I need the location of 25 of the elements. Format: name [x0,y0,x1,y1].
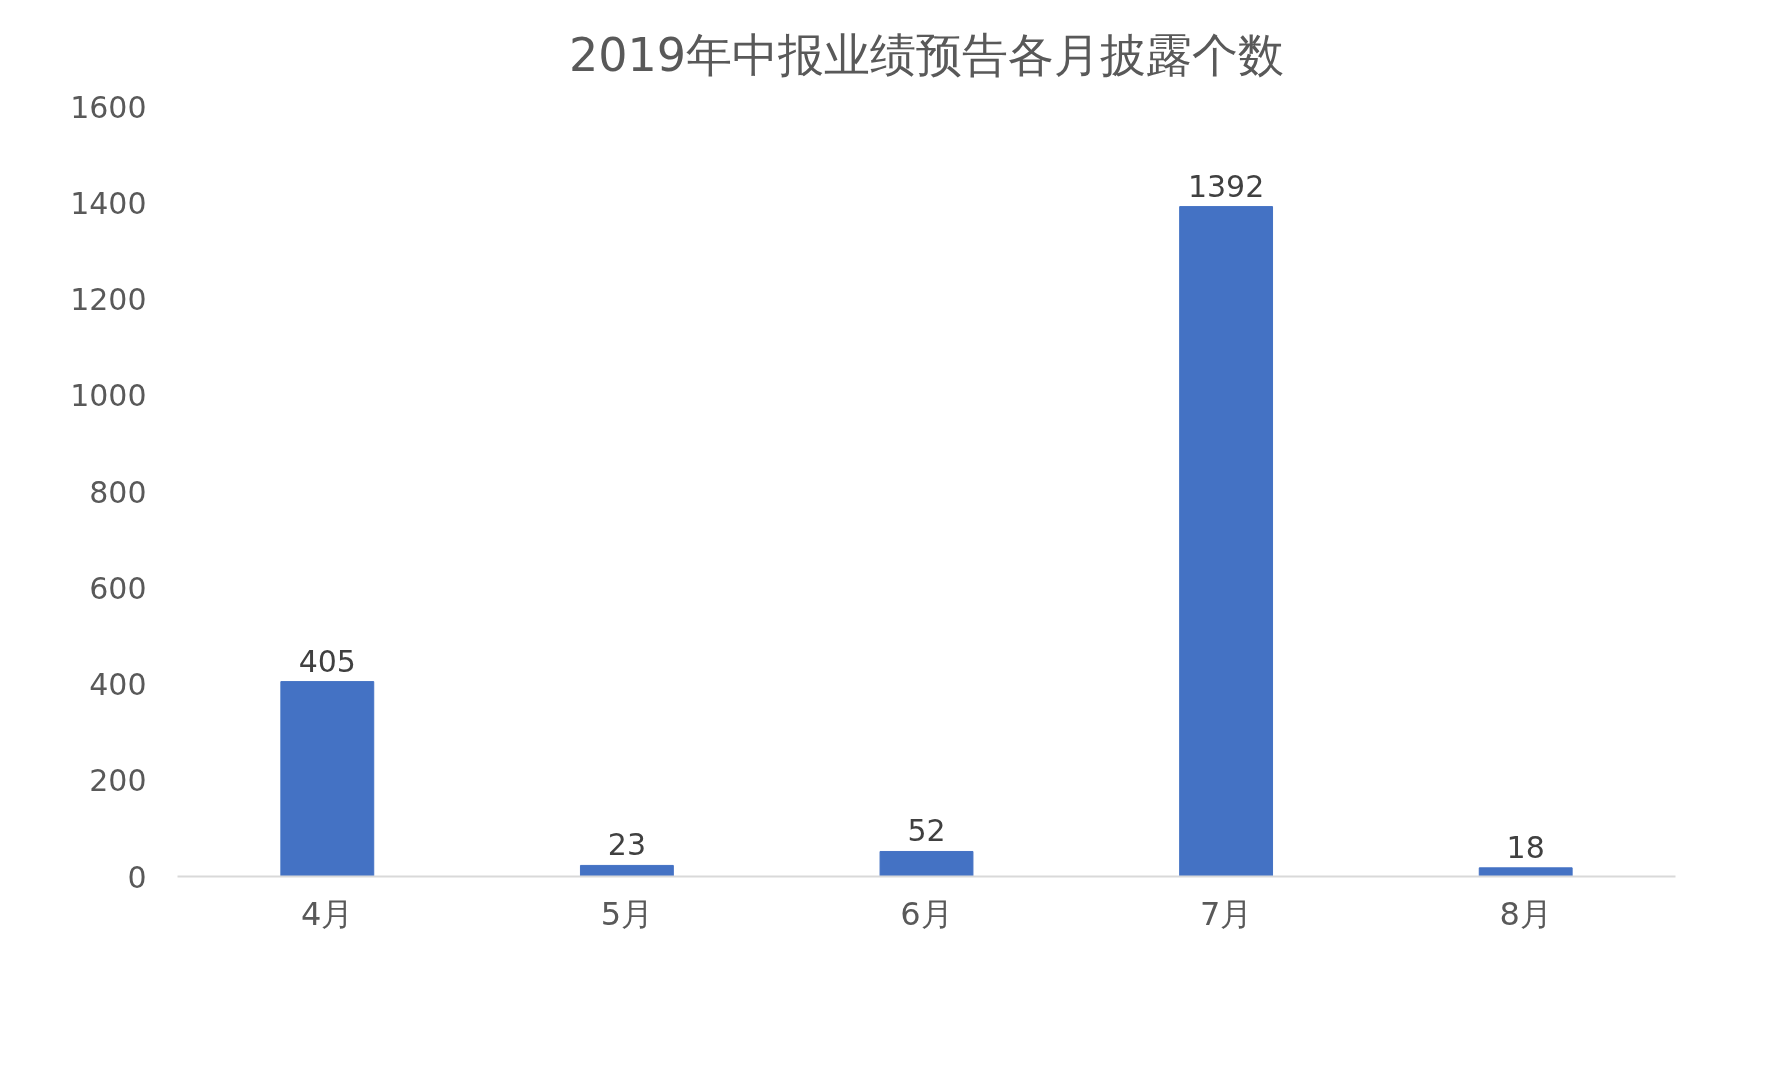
chart-title: 2019年中报业绩预告各月披露个数 [568,27,1285,82]
data-label: 23 [607,827,646,863]
y-tick-label: 1400 [70,185,147,221]
data-label: 405 [298,643,356,679]
x-tick-label: 7月 [1199,894,1253,933]
y-tick-label: 1200 [70,282,147,317]
bar [280,681,375,877]
bar [579,864,674,877]
y-tick-label: 600 [89,570,147,606]
y-tick-label: 200 [89,763,147,799]
y-tick-label: 800 [89,474,147,510]
y-tick-label: 400 [89,667,147,702]
x-tick-label: 6月 [900,894,953,933]
bar [879,850,974,877]
x-tick-label: 4月 [301,894,354,933]
bar [1478,867,1573,877]
data-label: 1392 [1187,168,1265,204]
y-tick-label: 0 [127,859,147,895]
x-tick-label: 5月 [600,894,654,933]
data-label: 52 [907,813,946,849]
y-tick-label: 1600 [70,89,147,125]
x-tick-label: 8月 [1499,894,1552,933]
bar [1179,206,1274,877]
data-label: 18 [1506,829,1545,865]
y-tick-label: 1000 [70,378,147,414]
